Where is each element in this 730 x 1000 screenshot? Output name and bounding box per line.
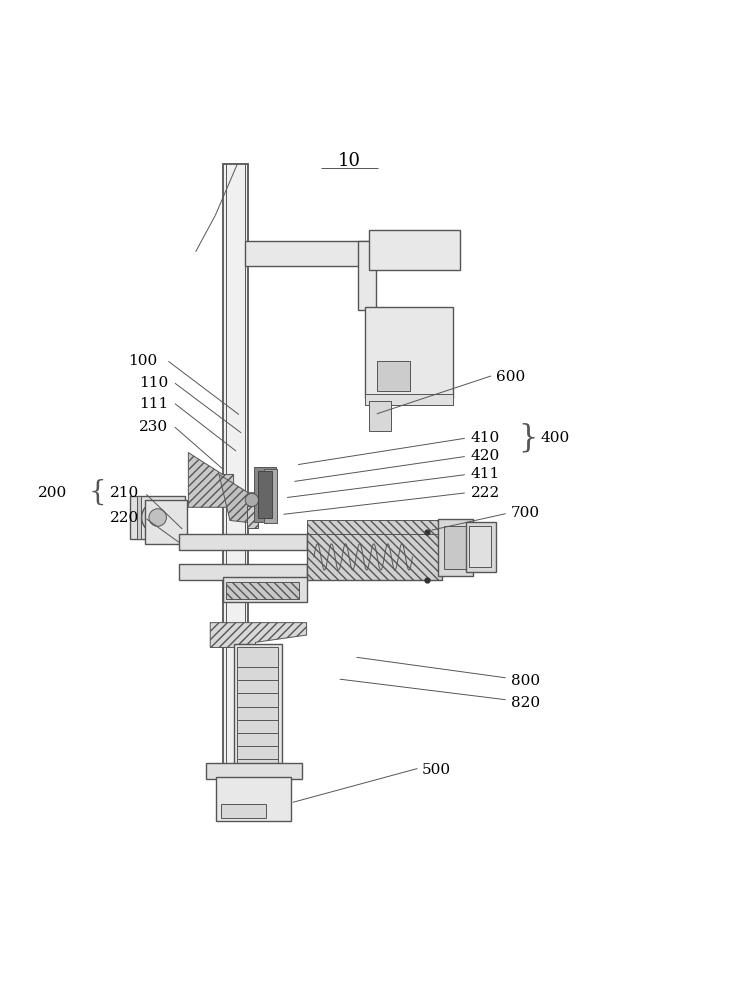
Bar <box>234 644 282 766</box>
Bar <box>369 401 391 431</box>
Text: 500: 500 <box>422 763 451 777</box>
Bar <box>216 777 291 821</box>
Bar <box>466 522 496 572</box>
Bar <box>237 647 278 763</box>
Polygon shape <box>188 453 234 507</box>
Bar <box>226 582 299 599</box>
Bar <box>307 533 442 580</box>
Bar <box>264 469 277 523</box>
Bar <box>258 471 272 518</box>
Bar <box>130 496 185 539</box>
Bar <box>221 804 266 818</box>
Bar <box>206 763 302 779</box>
Text: 820: 820 <box>511 696 540 710</box>
Polygon shape <box>219 474 256 523</box>
Bar <box>254 467 276 522</box>
Circle shape <box>142 501 174 534</box>
Text: 700: 700 <box>511 506 540 520</box>
Text: 10: 10 <box>337 152 361 170</box>
Bar <box>179 564 307 580</box>
Text: 222: 222 <box>471 486 500 500</box>
Bar <box>179 534 307 550</box>
Text: {: { <box>88 479 106 506</box>
Bar <box>365 307 453 398</box>
Bar <box>223 164 248 821</box>
Bar <box>307 520 442 534</box>
Circle shape <box>245 493 258 507</box>
Bar <box>137 496 141 539</box>
Text: 210: 210 <box>110 486 139 500</box>
Bar <box>444 526 467 569</box>
Bar <box>245 241 380 266</box>
Text: 410: 410 <box>471 431 500 445</box>
Circle shape <box>149 509 166 526</box>
Bar <box>307 533 442 580</box>
Bar <box>247 506 258 528</box>
Text: 200: 200 <box>38 486 67 500</box>
Text: 220: 220 <box>110 511 139 525</box>
Text: 230: 230 <box>139 420 168 434</box>
Text: 600: 600 <box>496 370 526 384</box>
Text: 110: 110 <box>139 376 168 390</box>
Bar <box>438 519 473 576</box>
Text: 411: 411 <box>471 467 500 481</box>
Text: 800: 800 <box>511 674 540 688</box>
Bar <box>358 241 376 310</box>
Text: }: } <box>518 422 538 453</box>
Bar <box>377 361 410 390</box>
Text: 111: 111 <box>139 397 168 411</box>
Bar <box>369 230 460 270</box>
Bar <box>223 577 307 602</box>
Bar <box>247 506 258 528</box>
Text: 400: 400 <box>540 431 569 445</box>
Polygon shape <box>210 623 307 647</box>
Text: 420: 420 <box>471 449 500 463</box>
Bar <box>145 500 187 544</box>
Bar <box>469 526 491 567</box>
Text: 100: 100 <box>128 354 157 368</box>
Bar <box>365 394 453 405</box>
